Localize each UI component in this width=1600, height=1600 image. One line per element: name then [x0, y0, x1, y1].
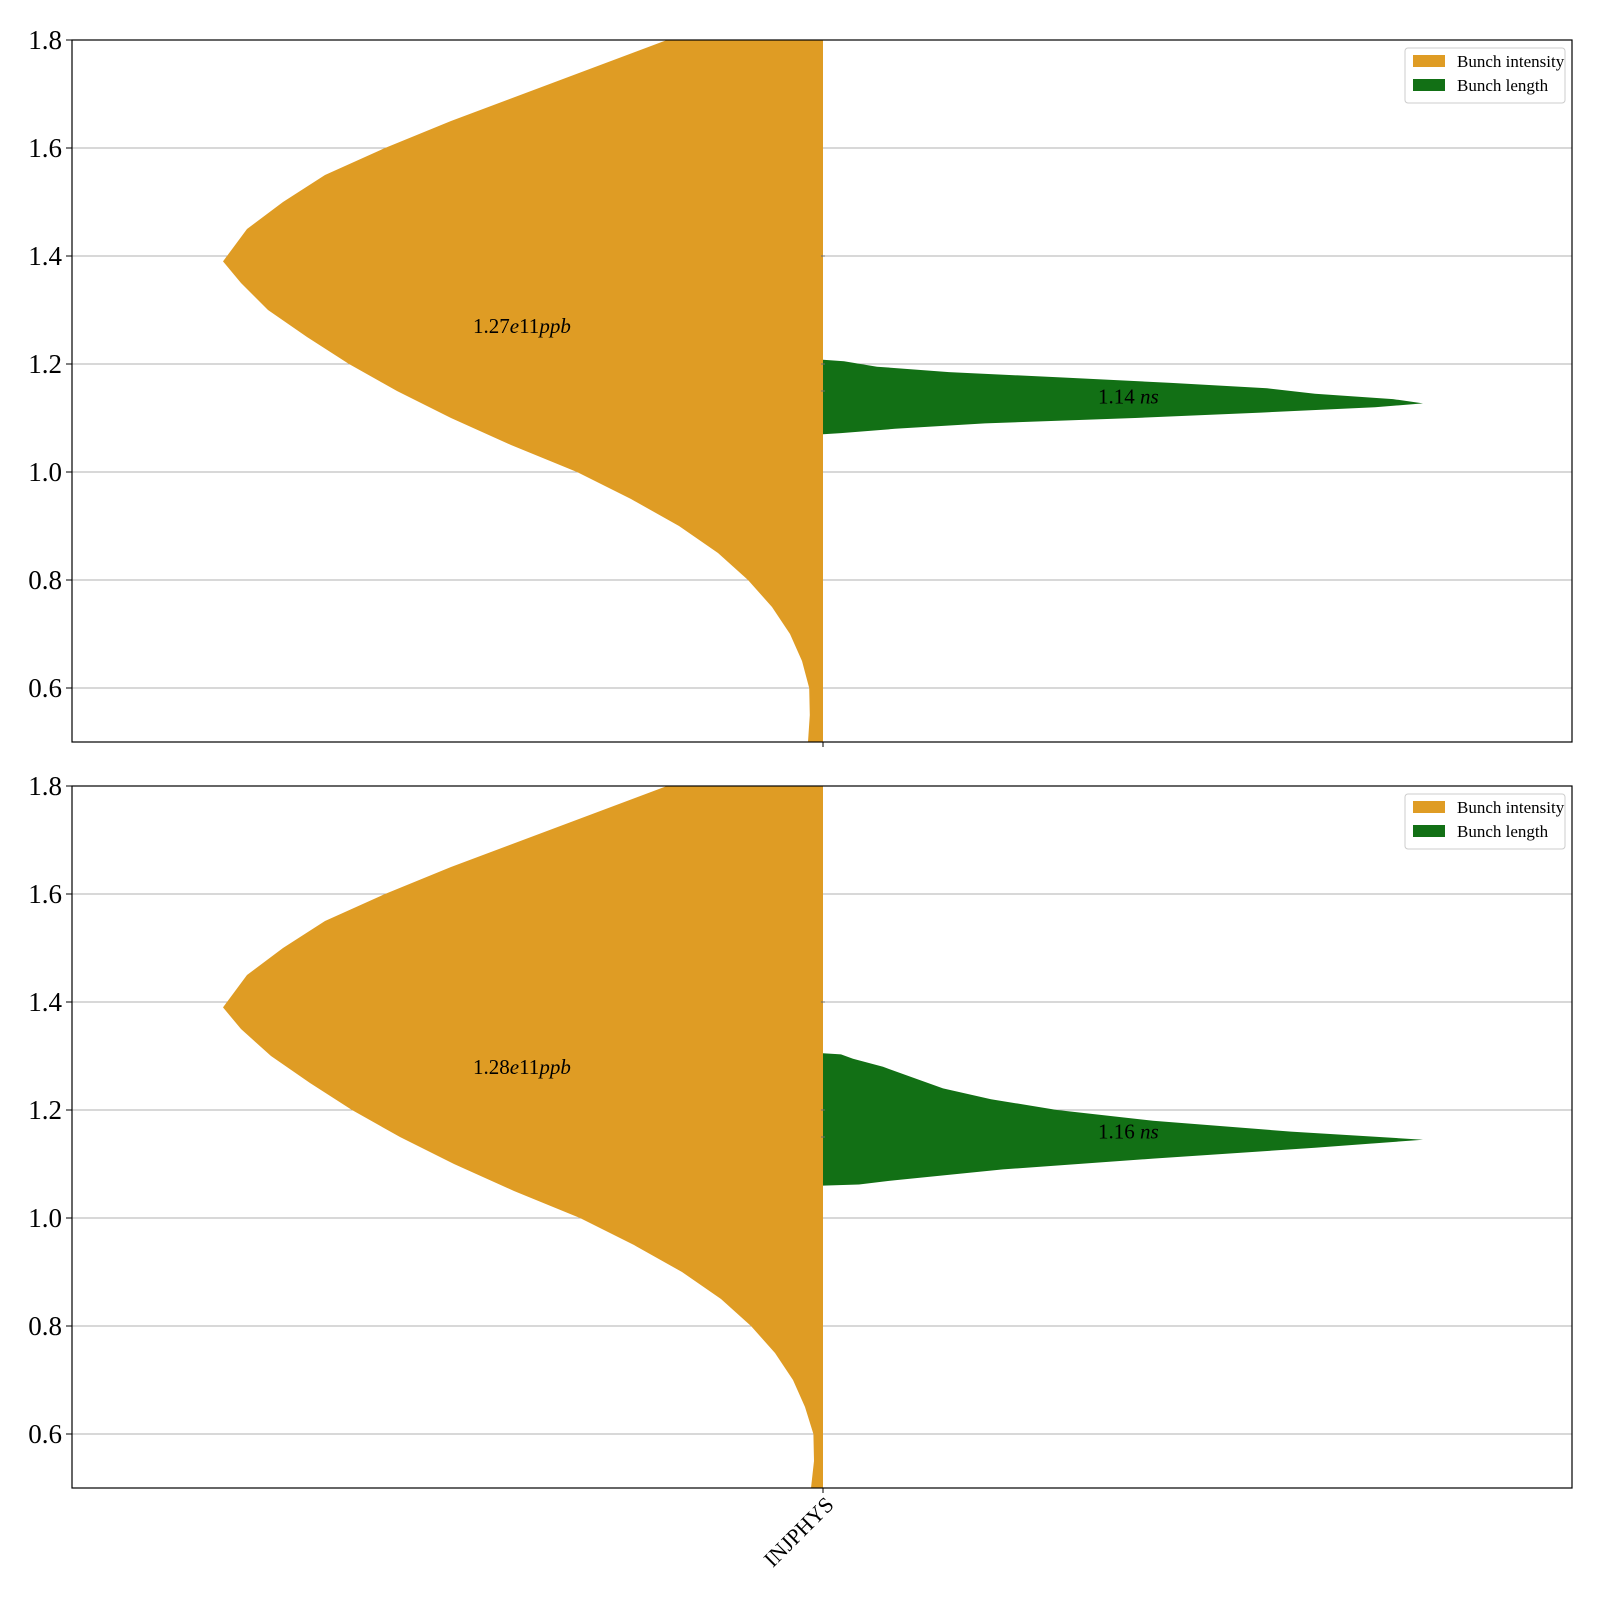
y-tick-label: 0.6 [28, 1419, 62, 1449]
violin-bunch-length [823, 1053, 1423, 1186]
y-tick-label: 1.8 [28, 25, 62, 55]
annotation-part: ns [1140, 384, 1159, 408]
length-annotation: 1.16 ns [1098, 1120, 1159, 1144]
chart-panel-1: 0.6 0.8 1.0 1.2 1.4 1.6 1.8 1.27e11ppb 1.14 ns Bu… [28, 25, 1573, 747]
annotation-part: 1.27 [473, 314, 510, 338]
y-tick-label: 1.0 [28, 457, 62, 487]
violin-bunch-intensity [223, 786, 823, 1488]
y-tick-label: 0.8 [28, 1311, 62, 1341]
axes-frame [71, 39, 1573, 743]
y-tick-label: 1.6 [28, 133, 62, 163]
annotation-part: ns [1140, 1120, 1159, 1144]
y-tick-label: 0.8 [28, 565, 62, 595]
legend-label: Bunch length [1457, 822, 1549, 841]
annotation-part: ppb [537, 314, 571, 338]
legend: Bunch intensity Bunch length [1404, 793, 1566, 850]
x-category-label: INJPHYS [759, 1492, 839, 1572]
annotation-part: 1.14 [1098, 384, 1140, 408]
y-tick-label: 1.2 [28, 349, 62, 379]
annotation-part: e [510, 314, 519, 338]
legend-swatch [1413, 79, 1445, 91]
annotation-part: 1.16 [1098, 1120, 1140, 1144]
y-tick-label: 1.4 [28, 987, 62, 1017]
annotation-part: ppb [537, 1055, 571, 1079]
y-tick-label: 1.8 [28, 771, 62, 801]
axes-frame [71, 785, 1573, 1489]
intensity-annotation: 1.28e11ppb [473, 1055, 571, 1079]
annotation-part: 11 [519, 314, 539, 338]
intensity-annotation: 1.27e11ppb [473, 314, 571, 338]
violin-bunch-intensity [223, 40, 823, 742]
violin-area [223, 786, 1423, 1488]
y-tick-label: 1.6 [28, 879, 62, 909]
legend-swatch [1413, 825, 1445, 837]
violin-area [223, 40, 1423, 742]
length-annotation: 1.14 ns [1098, 384, 1159, 408]
y-tick-label: 0.6 [28, 673, 62, 703]
chart-panel-2: 0.6 0.8 1.0 1.2 1.4 1.6 1.8 1.28e11ppb 1.16 ns Bu… [28, 771, 1573, 1572]
y-tick-label: 1.4 [28, 241, 62, 271]
legend-label: Bunch intensity [1457, 798, 1565, 817]
legend-label: Bunch length [1457, 76, 1549, 95]
legend-swatch [1413, 55, 1445, 67]
legend: Bunch intensity Bunch length [1404, 47, 1566, 104]
annotation-part: 11 [519, 1055, 539, 1079]
annotation-part: 1.28 [473, 1055, 510, 1079]
y-tick-label: 1.2 [28, 1095, 62, 1125]
legend-swatch [1413, 801, 1445, 813]
legend-label: Bunch intensity [1457, 52, 1565, 71]
y-tick-label: 1.0 [28, 1203, 62, 1233]
annotation-part: e [510, 1055, 519, 1079]
violin-bunch-length [823, 359, 1423, 435]
